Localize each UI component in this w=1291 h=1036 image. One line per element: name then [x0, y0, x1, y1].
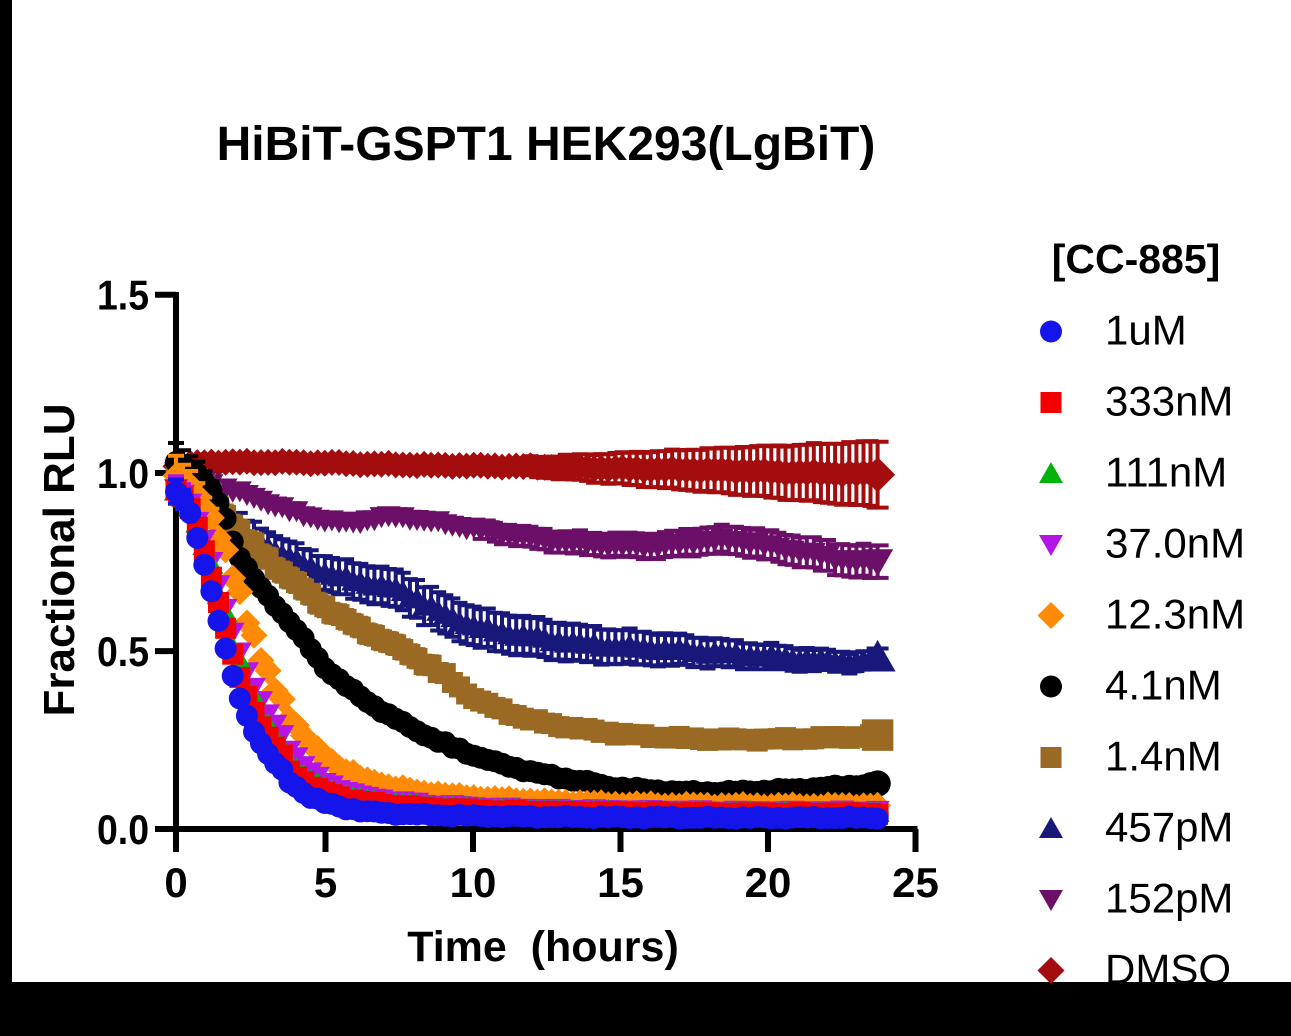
- svg-text:0.5: 0.5: [97, 628, 149, 675]
- svg-text:4.1nM: 4.1nM: [1105, 662, 1222, 709]
- svg-text:333nM: 333nM: [1105, 378, 1233, 425]
- svg-text:1.0: 1.0: [97, 450, 149, 497]
- svg-text:[CC-885]: [CC-885]: [1052, 236, 1221, 282]
- svg-text:152pM: 152pM: [1105, 875, 1233, 922]
- svg-text:457pM: 457pM: [1105, 804, 1233, 851]
- svg-text:12.3nM: 12.3nM: [1105, 591, 1245, 638]
- svg-text:5: 5: [314, 859, 337, 906]
- svg-text:20: 20: [745, 859, 792, 906]
- svg-text:25: 25: [892, 859, 939, 906]
- svg-text:1uM: 1uM: [1105, 307, 1187, 354]
- svg-text:DMSO: DMSO: [1105, 946, 1231, 993]
- svg-text:HiBiT-GSPT1 HEK293(LgBiT): HiBiT-GSPT1 HEK293(LgBiT): [217, 118, 876, 171]
- svg-text:1.5: 1.5: [97, 272, 149, 319]
- svg-text:0: 0: [164, 859, 187, 906]
- svg-text:Fractional RLU: Fractional RLU: [35, 404, 84, 717]
- svg-text:Time (hours): Time (hours): [407, 923, 679, 971]
- svg-text:15: 15: [597, 859, 644, 906]
- svg-text:1.4nM: 1.4nM: [1105, 733, 1222, 780]
- svg-text:10: 10: [450, 859, 497, 906]
- svg-text:111nM: 111nM: [1105, 449, 1227, 496]
- svg-text:37.0nM: 37.0nM: [1105, 520, 1245, 567]
- svg-text:0.0: 0.0: [97, 806, 149, 853]
